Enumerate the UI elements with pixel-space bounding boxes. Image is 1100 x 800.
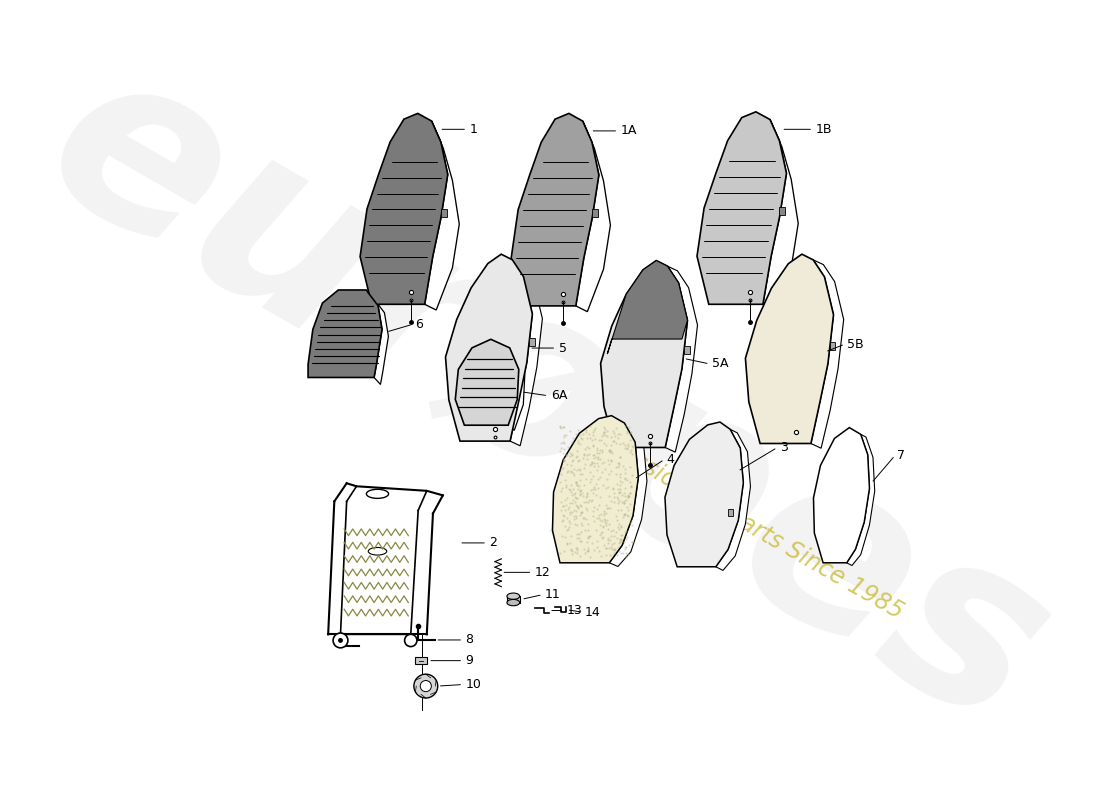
Text: 11: 11: [546, 588, 561, 601]
Polygon shape: [763, 119, 799, 310]
Bar: [441, 209, 448, 217]
Text: 5A: 5A: [712, 358, 728, 370]
Bar: [416, 658, 427, 664]
Polygon shape: [360, 114, 448, 304]
Polygon shape: [811, 260, 844, 448]
Polygon shape: [746, 254, 834, 443]
Polygon shape: [607, 261, 688, 354]
Polygon shape: [601, 261, 688, 447]
Ellipse shape: [507, 593, 519, 599]
Text: 5B: 5B: [847, 338, 864, 350]
Ellipse shape: [368, 547, 387, 555]
Polygon shape: [552, 416, 638, 563]
Text: 1: 1: [470, 123, 477, 136]
Text: 1B: 1B: [815, 123, 832, 136]
Text: 6A: 6A: [551, 390, 566, 402]
Text: 4: 4: [667, 453, 674, 466]
Polygon shape: [510, 260, 542, 446]
Circle shape: [338, 638, 343, 643]
Circle shape: [420, 681, 431, 692]
Circle shape: [405, 634, 417, 646]
Text: 5: 5: [559, 342, 566, 354]
Bar: [507, 596, 519, 602]
Bar: [779, 207, 785, 215]
Text: eurøpes: eurøpes: [8, 21, 1086, 779]
Text: 14: 14: [585, 606, 601, 618]
Polygon shape: [446, 254, 532, 441]
Text: 13: 13: [566, 604, 582, 617]
Bar: [829, 342, 835, 350]
Text: 2: 2: [490, 537, 497, 550]
Circle shape: [414, 674, 438, 698]
Polygon shape: [716, 430, 750, 570]
Polygon shape: [512, 114, 598, 306]
Ellipse shape: [507, 599, 519, 606]
Polygon shape: [847, 434, 874, 566]
Text: 12: 12: [535, 566, 550, 579]
Polygon shape: [697, 112, 786, 304]
Text: 7: 7: [898, 449, 905, 462]
Polygon shape: [666, 266, 697, 452]
Ellipse shape: [366, 490, 388, 498]
Polygon shape: [425, 121, 460, 310]
Text: a passion for parts Since 1985: a passion for parts Since 1985: [584, 422, 908, 623]
Bar: [529, 338, 535, 346]
Polygon shape: [508, 348, 525, 430]
Polygon shape: [366, 290, 388, 385]
Text: 3: 3: [780, 441, 788, 454]
Bar: [592, 209, 598, 217]
Circle shape: [333, 633, 348, 648]
Text: 6: 6: [416, 318, 424, 330]
Text: 9: 9: [465, 654, 473, 667]
Polygon shape: [666, 422, 744, 566]
Bar: [684, 346, 690, 354]
Bar: [728, 509, 733, 516]
Polygon shape: [609, 423, 647, 566]
Text: 10: 10: [465, 678, 482, 691]
Text: 8: 8: [465, 634, 474, 646]
Polygon shape: [575, 121, 611, 312]
Polygon shape: [308, 290, 382, 378]
Polygon shape: [814, 427, 869, 563]
Text: 1A: 1A: [620, 124, 637, 138]
Polygon shape: [455, 339, 519, 425]
